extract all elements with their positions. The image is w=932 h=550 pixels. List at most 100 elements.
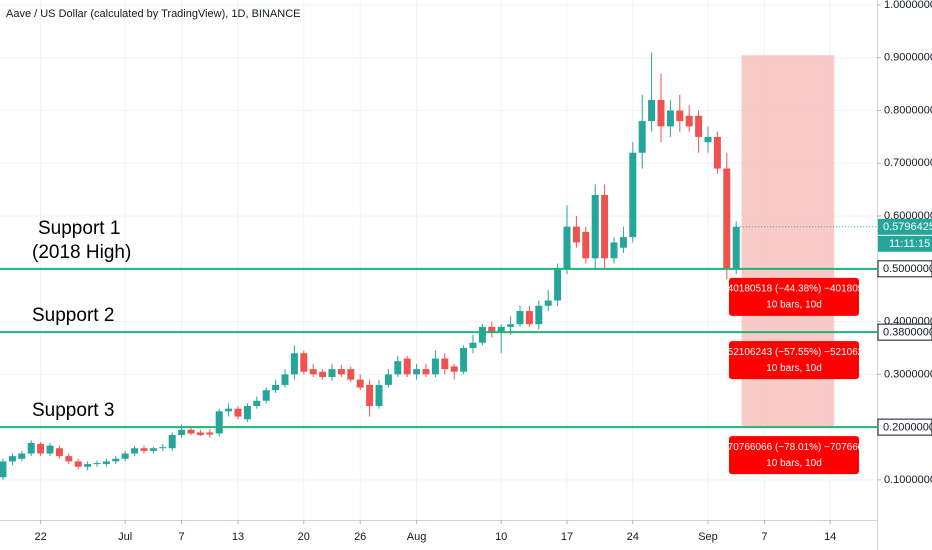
x-tick-label: 22 (34, 531, 46, 543)
measure-box (729, 436, 859, 475)
candle-body (666, 110, 674, 127)
measure-text: −0.70766066 (−78.01%) −70766066 (714, 442, 875, 453)
x-tick-label: 24 (627, 531, 639, 543)
candle-body (337, 369, 345, 375)
candle-body (112, 458, 120, 462)
candle-body (695, 115, 703, 137)
candle-body (629, 152, 637, 238)
candle-body (290, 353, 298, 375)
candle-body (591, 194, 599, 259)
candle-body (65, 456, 73, 462)
candle-body (478, 326, 486, 343)
candle-body (149, 448, 157, 451)
candle-body (356, 379, 364, 388)
level-badge-label: 0.20000000 (883, 422, 932, 434)
measure-sub: 10 bars, 10d (766, 458, 822, 469)
candle-body (601, 194, 609, 259)
candle-body (140, 448, 148, 451)
measure-sub: 10 bars, 10d (766, 299, 822, 310)
level-badge (877, 323, 932, 341)
candle-body (93, 463, 101, 465)
candle-body (0, 461, 7, 478)
candle-body (375, 384, 383, 407)
candle-body (384, 374, 392, 385)
candle-body (102, 461, 110, 465)
candle-body (27, 442, 35, 454)
x-tick-label: 17 (561, 531, 573, 543)
candle-body (713, 136, 721, 169)
candle-body (234, 408, 242, 417)
candle-body (178, 429, 186, 436)
candle-body (525, 311, 533, 325)
candle-body (8, 456, 16, 462)
level-badge (877, 260, 932, 278)
measure-box (729, 277, 859, 316)
candle-body (507, 324, 515, 327)
y-tick-label: 0.10000000 (884, 474, 932, 486)
candle-body (319, 371, 327, 378)
countdown-label: 11:11:15 (889, 238, 930, 250)
level-badge (877, 418, 932, 436)
x-tick-label: 13 (232, 531, 244, 543)
candle-body (196, 432, 204, 436)
x-tick-label: 26 (354, 531, 366, 543)
x-tick-label: 14 (824, 531, 836, 543)
candle-body (431, 358, 439, 375)
candle-body (206, 432, 214, 435)
candle-body (610, 242, 618, 259)
measure-box (729, 341, 859, 380)
candle-body (46, 445, 54, 454)
support-label: (2018 High) (32, 242, 131, 263)
level-badge-label: 0.50000000 (883, 263, 932, 275)
overlay: Support 1 (2018 High) 0.50000000 −0.4018051… (0, 218, 932, 475)
candle-body (441, 358, 449, 370)
candle-body (253, 400, 261, 407)
candle-body (403, 358, 411, 375)
x-tick-label: Jul (118, 531, 132, 543)
level-badge-label: 0.38000000 (883, 327, 932, 339)
candle-body (535, 305, 543, 325)
candle-body (225, 408, 233, 412)
countdown-badge (878, 235, 932, 252)
x-tick-label: 20 (298, 531, 310, 543)
x-tick-label: Sep (698, 531, 718, 543)
candle-body (300, 353, 308, 372)
candle-body (159, 447, 167, 449)
candle-body (328, 369, 336, 378)
support-label: Support 1 (38, 218, 120, 239)
candle-body (544, 300, 552, 306)
candle-body (497, 326, 505, 333)
candle-body (309, 369, 317, 375)
candle-body (704, 136, 712, 143)
support-label: Support 2 (32, 305, 114, 326)
candle-body (619, 237, 627, 248)
candle-body (723, 168, 731, 269)
candle-body (272, 384, 280, 391)
candle-body (74, 461, 82, 467)
candle-body (657, 99, 665, 127)
y-tick-label: 0.30000000 (884, 368, 932, 380)
chart-title: Aave / US Dollar (calculated by TradingV… (6, 8, 300, 20)
candle-body (281, 374, 289, 385)
candle-body (215, 411, 223, 434)
candle-body (676, 110, 684, 122)
candle-body (131, 448, 139, 454)
candle-body (84, 464, 92, 467)
candle-body (422, 369, 430, 375)
candle-body (469, 342, 477, 348)
y-tick-label: 0.70000000 (884, 157, 932, 169)
candle-body (460, 347, 468, 372)
candle-body (413, 369, 421, 375)
candle-body (638, 121, 646, 153)
y-tick-label: 0.90000000 (884, 52, 932, 64)
candle-body (732, 226, 740, 269)
y-tick-label: 0.80000000 (884, 104, 932, 116)
measure-sub: 10 bars, 10d (766, 363, 822, 374)
candle-body (685, 115, 693, 127)
measure-text: −0.40180518 (−44.38%) −40180518 (714, 283, 875, 294)
candle-body (563, 226, 571, 269)
candle-body (262, 390, 270, 401)
candle-body (516, 311, 524, 325)
candle-body (55, 448, 63, 457)
